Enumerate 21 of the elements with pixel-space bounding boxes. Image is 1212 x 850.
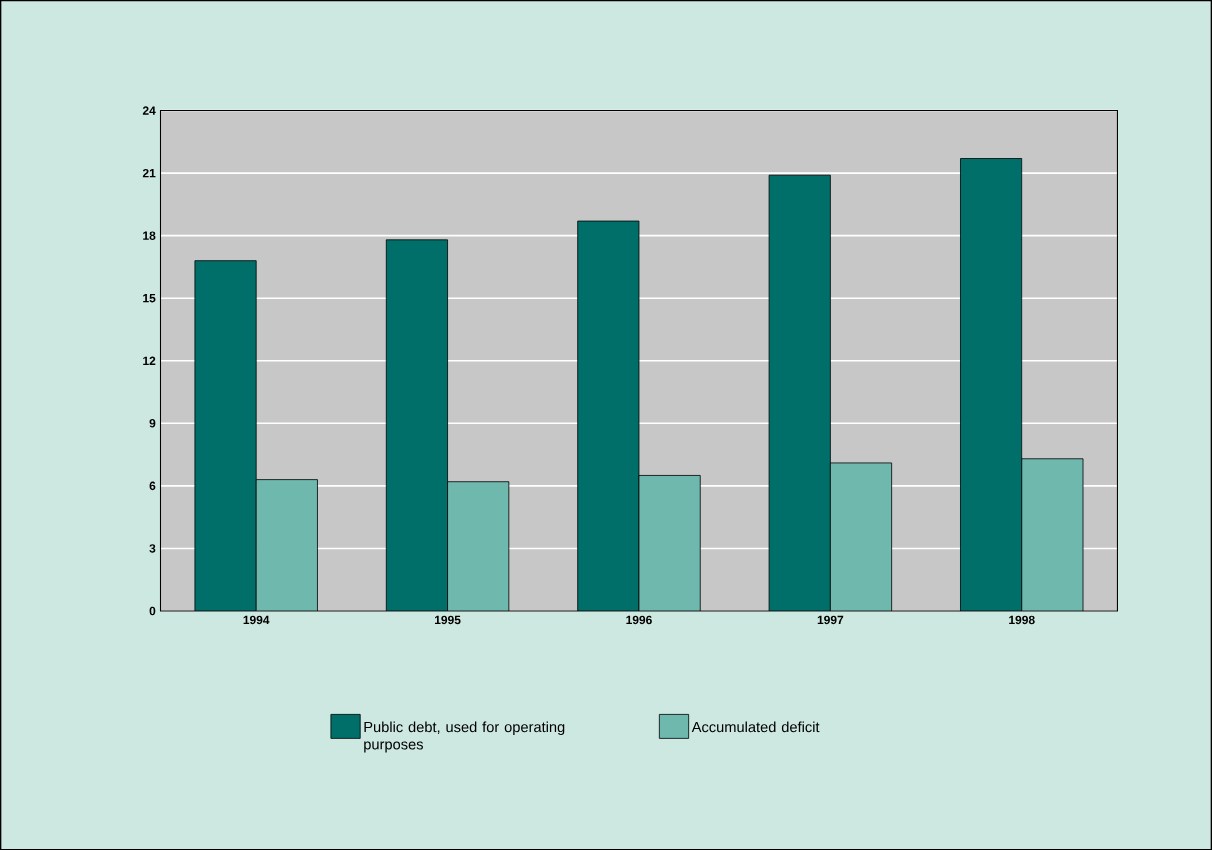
y-tick-label: 24 [142, 106, 156, 115]
y-tick-label: 6 [149, 481, 156, 490]
y-tick-label: 3 [149, 543, 156, 553]
x-tick-label: 1997 [817, 615, 844, 624]
bar [829, 462, 893, 611]
x-tick-label: 1998 [1009, 615, 1035, 624]
bar [255, 479, 318, 611]
bar [638, 474, 701, 611]
y-tick-label: 15 [143, 293, 156, 303]
x-tick-label: 1996 [626, 615, 652, 624]
y-tick-label: 9 [149, 418, 156, 428]
bar [447, 481, 510, 611]
y-tick-label: 21 [142, 168, 156, 178]
y-tick-label: 0 [149, 606, 156, 616]
bar [1021, 458, 1084, 611]
x-tick-label: 1995 [435, 615, 461, 624]
legend-label: Accumulated deficit [691, 721, 820, 732]
legend-label: Public debt, used for operating purposes [364, 721, 565, 753]
y-tick-label: 18 [143, 231, 156, 240]
y-tick-label: 12 [143, 356, 156, 365]
x-tick-label: 1994 [243, 615, 270, 624]
